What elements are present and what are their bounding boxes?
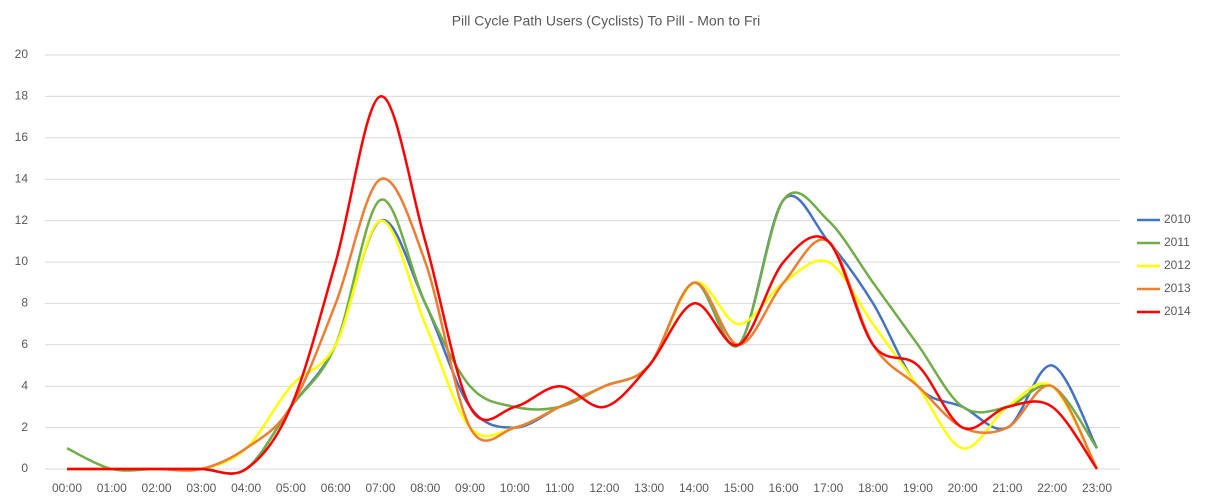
x-tick-label: 17:00 xyxy=(813,481,843,495)
x-tick-label: 03:00 xyxy=(186,481,216,495)
x-tick-label: 06:00 xyxy=(321,481,351,495)
legend-label: 2011 xyxy=(1164,235,1190,249)
x-tick-label: 16:00 xyxy=(769,481,799,495)
x-tick-label: 09:00 xyxy=(455,481,485,495)
legend-label: 2013 xyxy=(1164,281,1191,295)
y-tick-label: 20 xyxy=(15,47,29,61)
x-tick-label: 23:00 xyxy=(1082,481,1112,495)
x-tick-label: 20:00 xyxy=(948,481,978,495)
x-tick-label: 04:00 xyxy=(231,481,261,495)
x-tick-label: 18:00 xyxy=(858,481,888,495)
x-tick-label: 11:00 xyxy=(545,481,574,495)
x-tick-label: 00:00 xyxy=(52,481,82,495)
x-tick-label: 14:00 xyxy=(679,481,709,495)
y-tick-label: 0 xyxy=(21,461,28,475)
x-tick-label: 10:00 xyxy=(500,481,530,495)
y-tick-label: 10 xyxy=(15,254,29,268)
x-tick-label: 21:00 xyxy=(992,481,1022,495)
series-line xyxy=(67,177,1099,472)
legend-label: 2014 xyxy=(1164,304,1191,318)
y-tick-label: 16 xyxy=(15,130,29,144)
y-tick-label: 6 xyxy=(21,337,28,351)
x-tick-label: 05:00 xyxy=(276,481,306,495)
series-line xyxy=(67,95,1099,475)
legend-label: 2012 xyxy=(1164,258,1191,272)
legend-label: 2010 xyxy=(1164,212,1191,226)
x-tick-label: 07:00 xyxy=(365,481,395,495)
x-tick-label: 15:00 xyxy=(724,481,754,495)
x-tick-label: 13:00 xyxy=(634,481,664,495)
chart-title: Pill Cycle Path Users (Cyclists) To Pill… xyxy=(452,13,761,29)
series-line xyxy=(66,191,1099,475)
y-tick-label: 18 xyxy=(15,89,29,103)
y-tick-label: 14 xyxy=(15,171,29,185)
series-line xyxy=(67,219,1099,472)
y-tick-label: 12 xyxy=(15,213,29,227)
x-tick-label: 22:00 xyxy=(1037,481,1067,495)
series-line xyxy=(67,194,1099,475)
y-tick-label: 4 xyxy=(21,378,28,392)
x-tick-label: 02:00 xyxy=(142,481,172,495)
x-tick-label: 19:00 xyxy=(903,481,933,495)
x-tick-label: 12:00 xyxy=(589,481,619,495)
x-tick-label: 08:00 xyxy=(410,481,440,495)
y-tick-label: 2 xyxy=(21,420,28,434)
y-tick-label: 8 xyxy=(21,296,28,310)
x-tick-label: 01:00 xyxy=(97,481,127,495)
